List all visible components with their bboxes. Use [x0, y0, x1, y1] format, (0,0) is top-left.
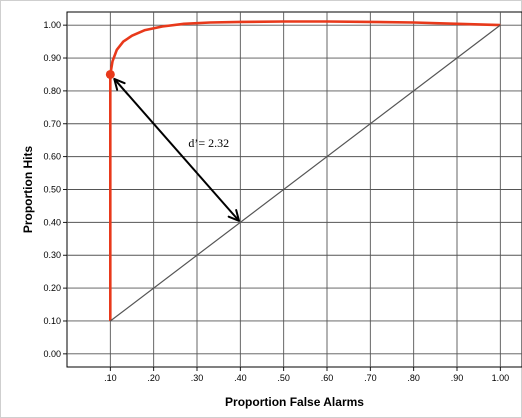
- x-tick-label: .30: [191, 373, 204, 383]
- y-tick-label: 1.00: [43, 20, 61, 30]
- y-tick-label: 0.10: [43, 316, 61, 326]
- y-tick-label: 0.20: [43, 283, 61, 293]
- x-tick-label: .10: [104, 373, 117, 383]
- x-tick-label: 1.00: [492, 373, 510, 383]
- grid-lines: [67, 12, 522, 367]
- d-prime-annotation: d’= 2.32: [188, 136, 229, 150]
- arrow-layer: [113, 77, 241, 222]
- arrow-head-bottom: [227, 209, 241, 222]
- y-tick-label: 0.90: [43, 53, 61, 63]
- x-tick-labels: .10 .20 .30 .40 .50 .60 .70 .80 .90 1.00: [104, 373, 509, 383]
- y-tick-label: 0.60: [43, 152, 61, 162]
- y-tick-label: 0.30: [43, 250, 61, 260]
- x-tick-label: .50: [277, 373, 290, 383]
- y-tick-label: 0.00: [43, 349, 61, 359]
- d-prime-arrow-line: [113, 78, 240, 222]
- y-tick-labels: 0.00 0.10 0.20 0.30 0.40 0.50 0.60 0.70 0.80 0.90…: [43, 20, 61, 359]
- arrow-head-top: [113, 77, 126, 91]
- x-tick-label: .40: [234, 373, 247, 383]
- x-tick-label: .70: [364, 373, 377, 383]
- y-tick-label: 0.50: [43, 185, 61, 195]
- chance-diagonal-line: [109, 24, 501, 322]
- x-tick-label: .90: [451, 373, 464, 383]
- y-tick-label: 0.70: [43, 119, 61, 129]
- y-tick-label: 0.80: [43, 86, 61, 96]
- y-axis-title: Proportion Hits: [21, 146, 35, 234]
- series-group: [105, 20, 501, 322]
- y-tick-label: 0.40: [43, 217, 61, 227]
- roc-curve-line: [109, 20, 501, 321]
- x-tick-label: .20: [147, 373, 160, 383]
- axis-ticks: [63, 24, 501, 371]
- operating-point-marker: [105, 69, 115, 79]
- x-tick-label: .80: [407, 373, 420, 383]
- x-axis-title: Proportion False Alarms: [225, 395, 364, 409]
- x-tick-label: .60: [321, 373, 334, 383]
